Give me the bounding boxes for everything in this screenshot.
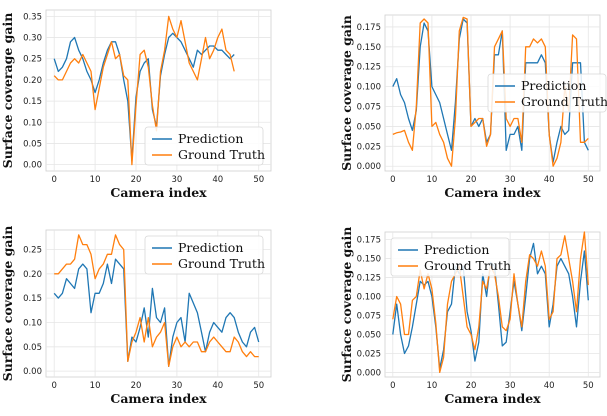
y-tick-label: 0.100 bbox=[357, 293, 381, 303]
y-tick-label: 0.025 bbox=[357, 142, 381, 152]
y-tick-label: 0.10 bbox=[23, 318, 42, 328]
panel-bottom-left: 0 10 20 30 40 50 0.00 0.05 0.10 0.15 0.20 0.25 Camer… bbox=[0, 226, 272, 406]
legend-label: Ground Truth bbox=[178, 256, 265, 271]
y-tick-label: 0.00 bbox=[23, 367, 42, 377]
y-tick-label: 0.05 bbox=[23, 139, 42, 149]
x-tick-label: 10 bbox=[426, 381, 437, 391]
y-tick-label: 0.125 bbox=[357, 63, 381, 73]
series-line-ground-truth bbox=[392, 16, 589, 167]
x-tick-label: 20 bbox=[466, 381, 477, 391]
series-line-ground-truth bbox=[54, 234, 259, 367]
y-tick-label: 0.05 bbox=[23, 343, 42, 353]
panel-bottom-right: 0 10 20 30 40 50 0.000 0.025 0.050 0.075 0.100 0.12… bbox=[339, 227, 601, 406]
x-tick-label: 50 bbox=[253, 175, 264, 185]
y-tick-label: 0.15 bbox=[23, 294, 42, 304]
x-tick-label: 30 bbox=[505, 381, 516, 391]
series-line-ground-truth bbox=[53, 15, 235, 166]
y-tick-label: 0.025 bbox=[357, 349, 381, 359]
x-tick-label: 10 bbox=[426, 175, 437, 185]
series-line-prediction bbox=[53, 258, 260, 367]
x-axis-label: Camera index bbox=[110, 185, 207, 200]
y-tick-label: 0.175 bbox=[357, 236, 381, 246]
y-tick-label: 0.35 bbox=[23, 12, 42, 22]
legend-box bbox=[487, 73, 607, 113]
x-tick-label: 20 bbox=[131, 175, 142, 185]
y-tick-label: 0.000 bbox=[357, 162, 381, 172]
panel-top-right: 0 10 20 30 40 50 0.000 0.025 0.050 0.075 0.100 0.12… bbox=[339, 14, 607, 200]
legend-label: Ground Truth bbox=[424, 258, 511, 273]
x-tick-label: 50 bbox=[583, 381, 594, 391]
legend-label: Prediction bbox=[521, 78, 586, 93]
legend-box bbox=[144, 235, 264, 275]
x-tick-label: 10 bbox=[90, 381, 101, 391]
x-tick-label: 20 bbox=[131, 381, 142, 391]
x-tick-label: 40 bbox=[212, 381, 223, 391]
y-tick-label: 0.25 bbox=[23, 245, 42, 255]
y-axis-label: Surface coverage gain bbox=[339, 227, 354, 383]
y-tick-label: 0.20 bbox=[23, 270, 42, 280]
y-tick-label: 0.150 bbox=[357, 43, 381, 53]
y-tick-label: 0.000 bbox=[357, 368, 381, 378]
panel-top-left: 0 10 20 30 40 50 0.00 0.05 0.10 0.15 0.20 0.25 0.30 0… bbox=[0, 9, 272, 200]
y-tick-label: 0.30 bbox=[23, 34, 42, 44]
y-tick-label: 0.25 bbox=[23, 55, 42, 65]
y-tick-label: 0.125 bbox=[357, 274, 381, 284]
legend-box bbox=[144, 126, 264, 166]
x-tick-label: 40 bbox=[544, 381, 555, 391]
series-line-prediction bbox=[53, 32, 235, 162]
x-tick-label: 30 bbox=[505, 175, 516, 185]
y-tick-label: 0.10 bbox=[23, 118, 42, 128]
x-tick-label: 40 bbox=[212, 175, 223, 185]
y-tick-label: 0.075 bbox=[357, 103, 381, 113]
y-axis-label: Surface coverage gain bbox=[339, 15, 354, 171]
legend-box bbox=[390, 237, 510, 277]
y-tick-label: 0.050 bbox=[357, 330, 381, 340]
x-tick-label: 0 bbox=[51, 381, 56, 391]
x-tick-label: 30 bbox=[171, 175, 182, 185]
legend-label: Prediction bbox=[178, 131, 243, 146]
y-tick-label: 0.00 bbox=[23, 161, 42, 171]
x-tick-label: 0 bbox=[390, 175, 395, 185]
y-tick-label: 0.20 bbox=[23, 76, 42, 86]
x-tick-label: 40 bbox=[544, 175, 555, 185]
x-axis-label: Camera index bbox=[110, 391, 207, 406]
y-tick-label: 0.050 bbox=[357, 122, 381, 132]
x-axis-label: Camera index bbox=[444, 185, 541, 200]
legend-label: Ground Truth bbox=[178, 147, 265, 162]
x-tick-label: 20 bbox=[466, 175, 477, 185]
x-tick-label: 0 bbox=[51, 175, 56, 185]
legend-label: Ground Truth bbox=[521, 94, 607, 109]
y-axis-label: Surface coverage gain bbox=[0, 13, 15, 169]
x-tick-label: 50 bbox=[253, 381, 264, 391]
y-tick-label: 0.175 bbox=[357, 23, 381, 33]
x-axis-label: Camera index bbox=[444, 391, 541, 406]
legend-label: Prediction bbox=[424, 242, 489, 257]
legend-label: Prediction bbox=[178, 240, 243, 255]
y-axis-label: Surface coverage gain bbox=[0, 226, 15, 382]
y-tick-label: 0.15 bbox=[23, 97, 42, 107]
y-tick-label: 0.100 bbox=[357, 83, 381, 93]
x-tick-label: 50 bbox=[583, 175, 594, 185]
x-tick-label: 0 bbox=[390, 381, 395, 391]
y-tick-label: 0.150 bbox=[357, 255, 381, 265]
x-tick-label: 30 bbox=[171, 381, 182, 391]
y-tick-label: 0.075 bbox=[357, 312, 381, 322]
x-tick-label: 10 bbox=[90, 175, 101, 185]
